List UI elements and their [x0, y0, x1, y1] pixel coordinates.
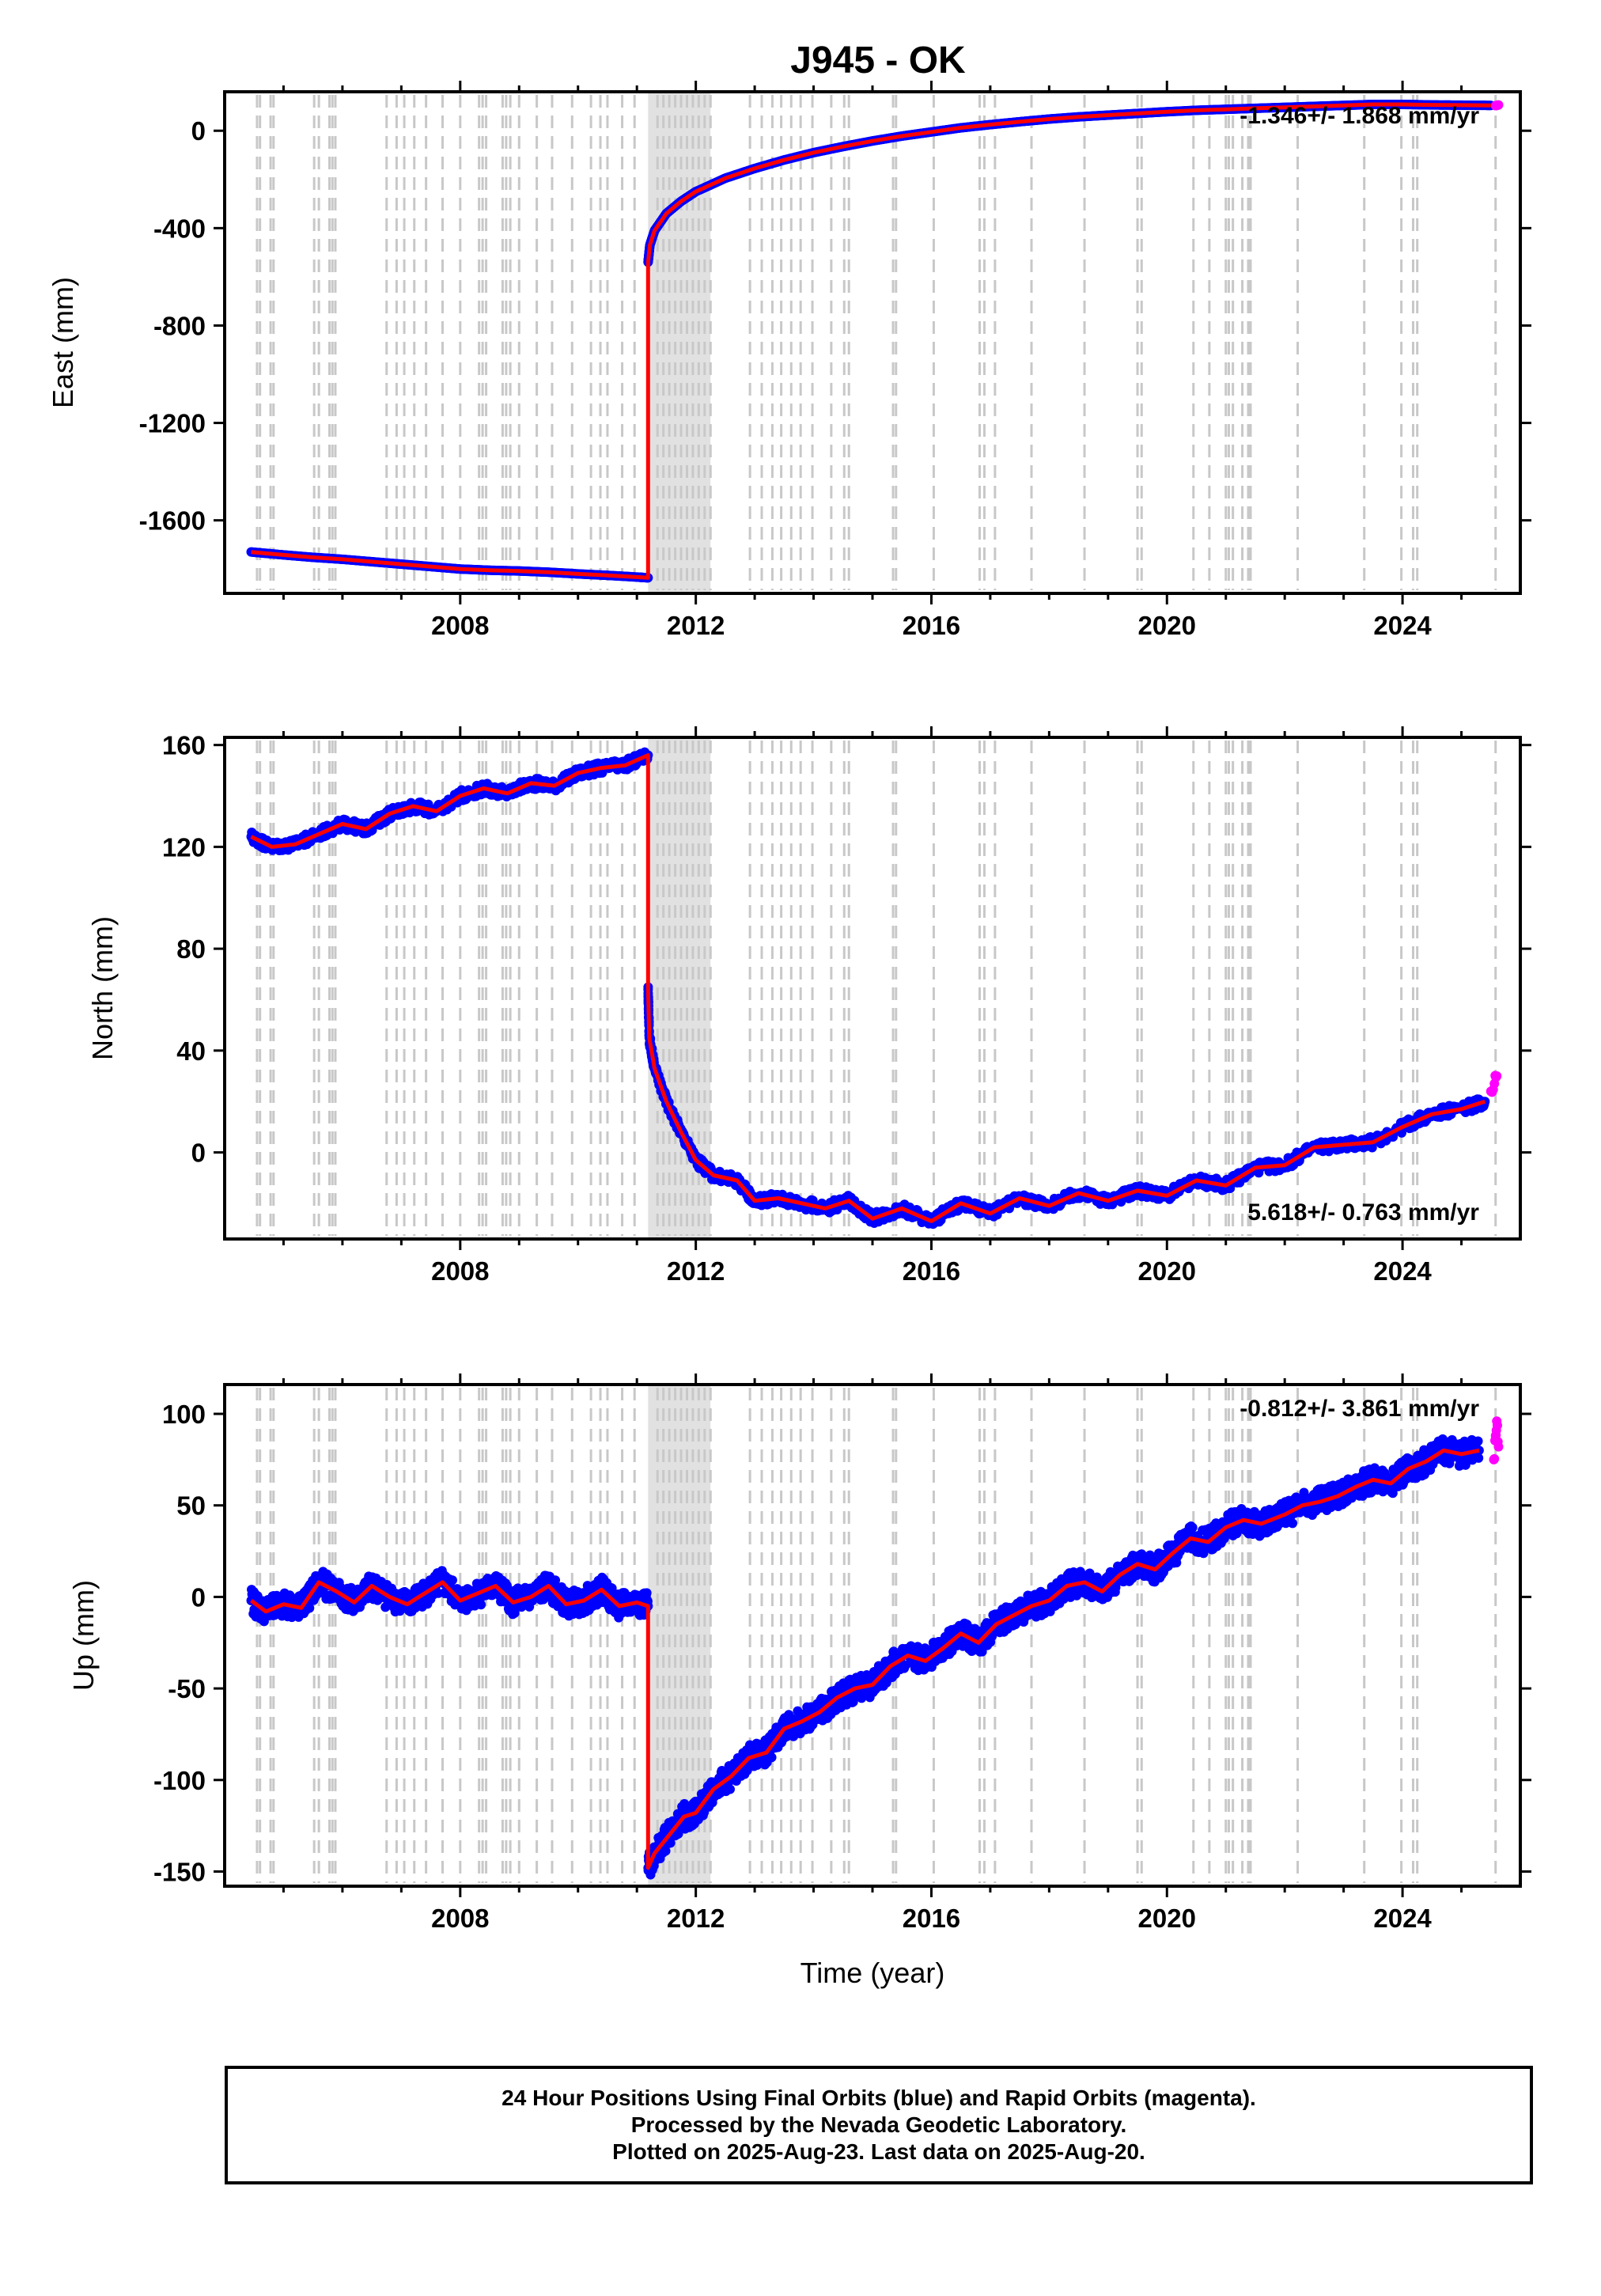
x-tick-label: 2016: [903, 611, 960, 640]
x-tick-label: 2020: [1138, 1256, 1196, 1286]
final-point: [380, 1602, 391, 1612]
final-point: [642, 1588, 652, 1598]
x-tick-label: 2024: [1373, 1256, 1432, 1286]
panel-2: 2008 2012 2016 2020 2024100500-50-100-150Up …: [67, 1373, 1531, 1989]
final-point: [517, 1602, 527, 1612]
final-series: [246, 747, 1490, 1229]
final-point: [447, 1575, 457, 1586]
final-point: [848, 1697, 858, 1707]
x-tick-label: 2012: [667, 1256, 725, 1286]
final-point: [660, 1846, 671, 1856]
x-tick-label: 2012: [667, 611, 725, 640]
plot-area: [246, 1385, 1504, 1886]
y-axis-label: East (mm): [47, 277, 79, 408]
x-tick-label: 2020: [1138, 611, 1196, 640]
rate-annotation: 5.618+/- 0.763 mm/yr: [1247, 1199, 1479, 1226]
x-tick-label: 2024: [1373, 611, 1432, 640]
y-tick-label: 0: [191, 1139, 206, 1168]
final-point: [725, 1784, 735, 1794]
y-tick-label: -800: [153, 311, 206, 340]
final-point: [665, 1838, 676, 1848]
x-tick-label: 2008: [431, 1256, 489, 1286]
plot-frame: [223, 90, 1522, 595]
y-tick-label: -1600: [139, 506, 206, 536]
y-tick-label: -400: [153, 214, 206, 243]
final-point: [476, 1600, 486, 1610]
rapid-point: [1493, 100, 1504, 110]
y-tick-label: 120: [162, 832, 206, 862]
y-axis-label: North (mm): [86, 916, 119, 1060]
model-fit-line: [250, 753, 1486, 1223]
model-fit-line: [251, 102, 1491, 580]
panel-1: 2008 2012 2016 2020 2024 160 120 80 40 0 North (mm…: [86, 726, 1531, 1286]
x-tick-label: 2016: [903, 1256, 960, 1286]
panel-0: 2008 2012 2016 2020 2024 0 -400 -800 -1200 -1600 E…: [47, 81, 1531, 640]
rapid-series: [1490, 100, 1504, 111]
y-tick-label: -1200: [139, 409, 206, 438]
y-tick-label: 0: [191, 116, 206, 146]
plot-area: [246, 737, 1502, 1239]
rate-annotation: -1.346+/- 1.868 mm/yr: [1240, 103, 1479, 129]
final-series: [246, 100, 1496, 583]
final-point: [305, 1603, 315, 1613]
final-point: [766, 1752, 777, 1763]
rapid-point: [1492, 1071, 1502, 1082]
y-tick-label: 80: [176, 934, 206, 964]
rapid-series: [1486, 1070, 1502, 1097]
y-tick-label: 40: [176, 1036, 206, 1066]
plot-area: [246, 92, 1504, 593]
x-tick-label: 2008: [431, 611, 489, 640]
y-tick-label: 160: [162, 731, 206, 760]
chart-title: J945 - OK: [790, 40, 966, 81]
